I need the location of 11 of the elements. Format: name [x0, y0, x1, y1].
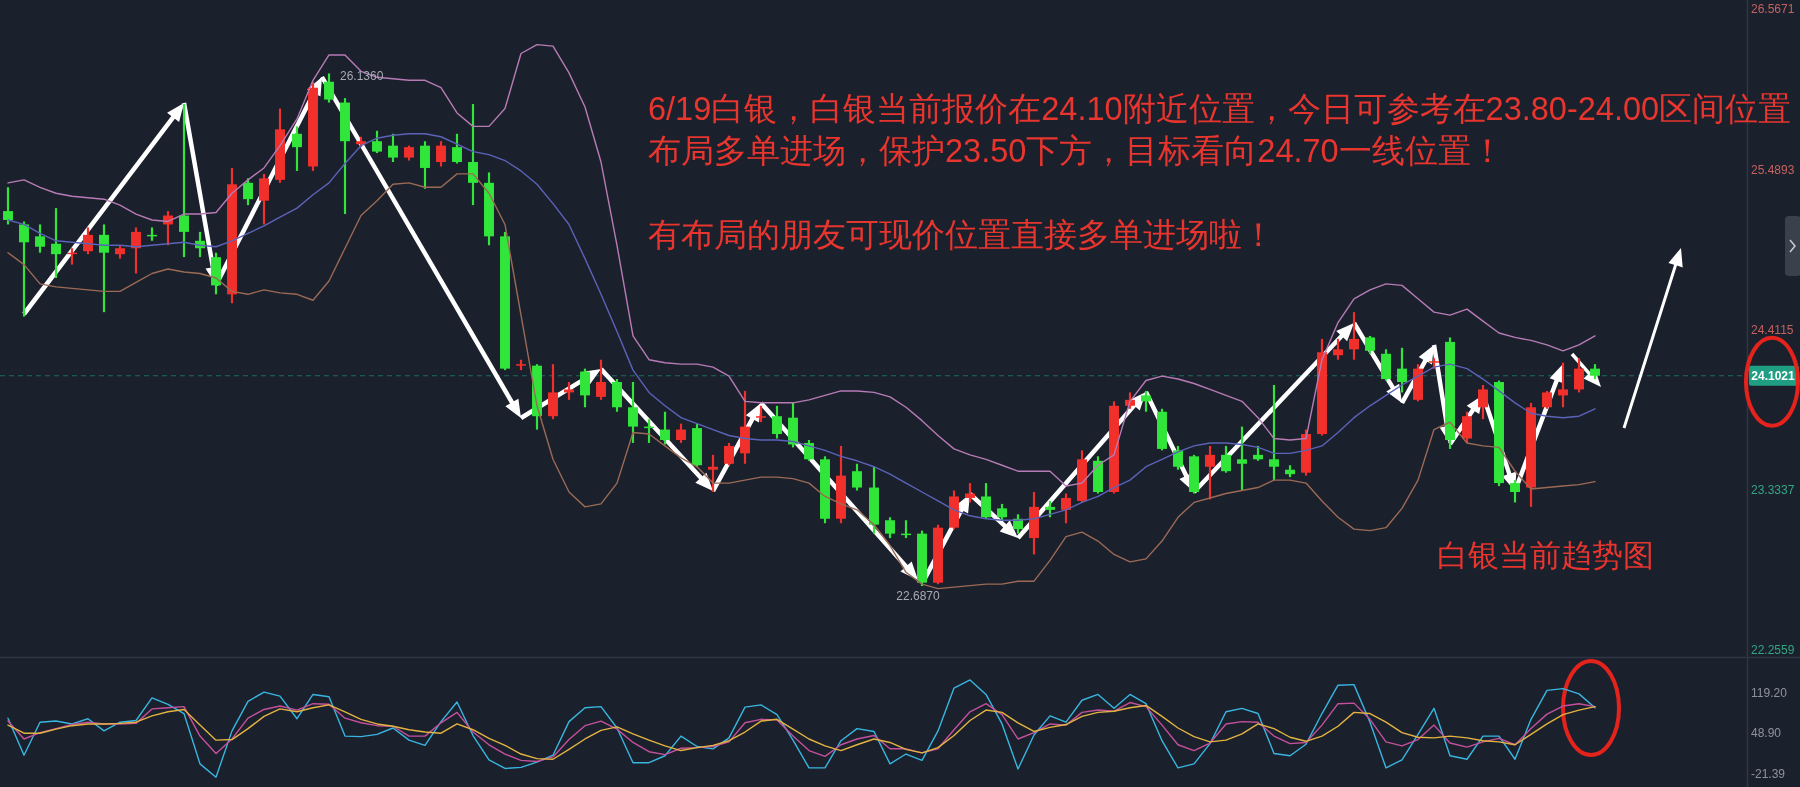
y-tick-label: 22.2559: [1751, 643, 1795, 658]
extreme-label: 26.1360: [340, 69, 384, 84]
y-tick-label: 26.5671: [1751, 2, 1795, 17]
y-tick-label: -21.39: [1751, 766, 1786, 781]
y-tick-label: 24.4115: [1751, 322, 1794, 337]
y-tick-label: 48.90: [1751, 726, 1782, 741]
title: 白银当前趋势图: [1436, 537, 1654, 573]
note: 有布局的朋友可现价位置直接多单进场啦！: [648, 217, 1275, 253]
y-tick-label: 23.3337: [1751, 482, 1795, 497]
y-tick-label: 119.20: [1751, 685, 1787, 700]
extreme-label: 22.6870: [896, 589, 940, 604]
